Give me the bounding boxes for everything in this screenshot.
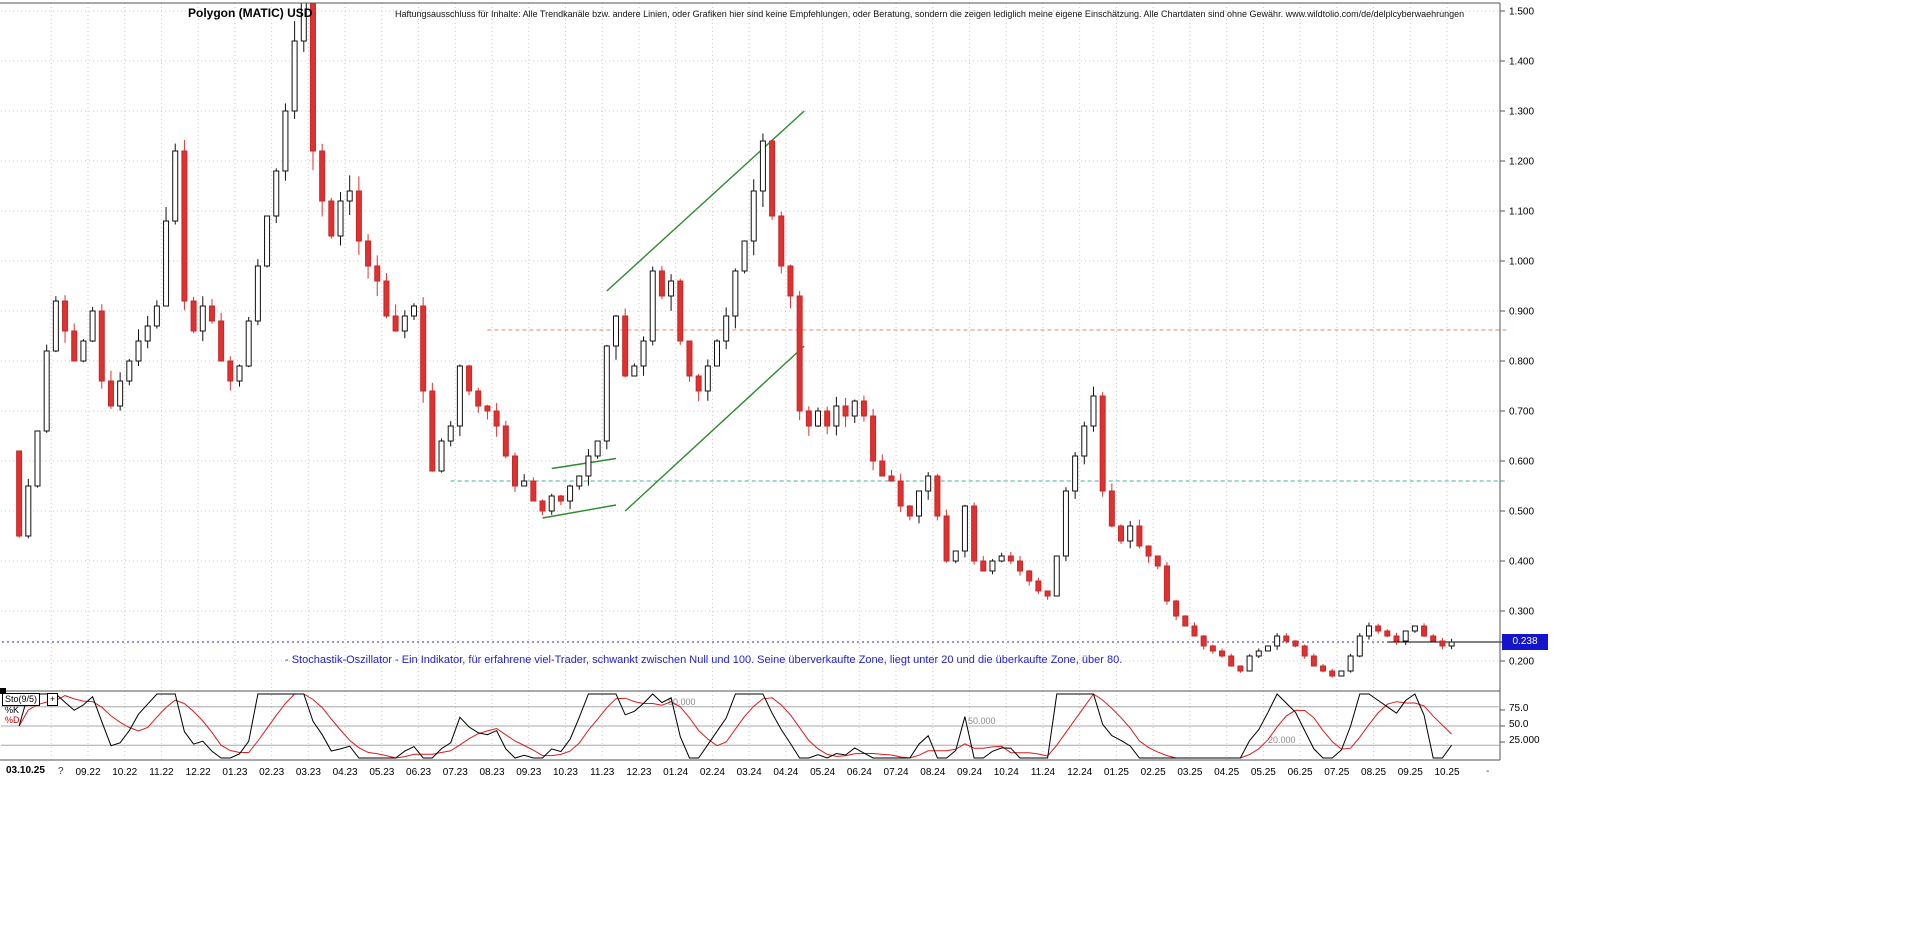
price-tick-label: 0.500 bbox=[1509, 507, 1534, 518]
x-tick-label: 10.22 bbox=[112, 767, 137, 778]
x-tick-label: 09.25 bbox=[1398, 767, 1423, 778]
x-tick-label: 03.24 bbox=[737, 767, 762, 778]
indicator-label[interactable]: Sto(9/5) bbox=[2, 693, 41, 706]
x-tick-label: 07.23 bbox=[443, 767, 468, 778]
x-tick-label: 01.23 bbox=[222, 767, 247, 778]
price-tick-label: 0.400 bbox=[1509, 557, 1534, 568]
current-date-label: 03.10.25 bbox=[6, 765, 45, 776]
x-tick-label: 10.25 bbox=[1434, 767, 1459, 778]
x-tick-label: 10.24 bbox=[994, 767, 1019, 778]
x-tick-label: 09.23 bbox=[516, 767, 541, 778]
x-tick-label: 07.25 bbox=[1324, 767, 1349, 778]
stochastic-tick-label: 50.0 bbox=[1509, 719, 1529, 730]
x-tick-label: 08.24 bbox=[920, 767, 945, 778]
price-tick-label: 0.600 bbox=[1509, 457, 1534, 468]
x-tick-label: 11.23 bbox=[590, 767, 615, 778]
x-tick-label: 07.24 bbox=[884, 767, 909, 778]
price-tick-label: 0.900 bbox=[1509, 307, 1534, 318]
x-tick-label: 01.24 bbox=[663, 767, 688, 778]
x-tick-label: 04.24 bbox=[773, 767, 798, 778]
price-tick-label: 0.300 bbox=[1509, 607, 1534, 618]
price-tick-label: 1.400 bbox=[1509, 57, 1534, 68]
x-axis: 09.22 10.22 11.22 12.22 01.23 02.23 03.23 04.23… bbox=[75, 767, 1459, 778]
x-tick-label: 09.22 bbox=[75, 767, 100, 778]
stochastic-level-label: 50.000 bbox=[968, 716, 996, 726]
disclaimer-text: Haftungsausschluss für Inhalte: Alle Tre… bbox=[395, 9, 1465, 19]
x-tick-label: 10.23 bbox=[553, 767, 578, 778]
stochastic-level-label: 80.000 bbox=[668, 697, 696, 707]
x-tick-label: 11.22 bbox=[149, 767, 174, 778]
x-tick-label: 06.24 bbox=[847, 767, 872, 778]
price-axis: 1.500 1.400 1.300 1.200 1.100 1.000 0.900 0.800… bbox=[1500, 7, 1534, 668]
x-tick-label: 12.23 bbox=[626, 767, 651, 778]
price-tick-label: 1.000 bbox=[1509, 257, 1534, 268]
indicator-add-icon[interactable]: + bbox=[47, 693, 58, 706]
current-price-tag: 0.238 bbox=[1502, 634, 1548, 650]
x-tick-label: 02.24 bbox=[700, 767, 725, 778]
x-tick-label: 06.23 bbox=[406, 767, 431, 778]
x-tick-label: 12.24 bbox=[1067, 767, 1092, 778]
x-tick-label: 08.23 bbox=[480, 767, 505, 778]
x-tick-label: 02.25 bbox=[1141, 767, 1166, 778]
price-tick-label: 0.200 bbox=[1509, 657, 1534, 668]
x-tick-label: 09.24 bbox=[957, 767, 982, 778]
chart-frame bbox=[0, 2, 1501, 761]
chart-title: Polygon (MATIC) USD bbox=[188, 6, 313, 20]
x-tick-label: 01.25 bbox=[1104, 767, 1129, 778]
price-tick-label: 0.700 bbox=[1509, 407, 1534, 418]
stochastic-tick-label: 25.000 bbox=[1509, 735, 1540, 746]
stochastic-annotation: - Stochastik-Oszillator - Ein Indikator,… bbox=[285, 654, 1123, 666]
x-tick-label: 05.23 bbox=[369, 767, 394, 778]
price-tick-label: 1.100 bbox=[1509, 207, 1534, 218]
x-tick-label: 11.24 bbox=[1031, 767, 1056, 778]
axis-end-dash: - bbox=[1486, 766, 1490, 777]
x-tick-label: 05.25 bbox=[1251, 767, 1276, 778]
unknown-tick-label: ? bbox=[58, 766, 64, 777]
price-tick-label: 1.500 bbox=[1509, 7, 1534, 18]
stochastic-level-label: 20.000 bbox=[1268, 735, 1296, 745]
x-tick-label: 02.23 bbox=[259, 767, 284, 778]
k-series-label: %K bbox=[5, 705, 20, 715]
stochastic-tick-label: 75.0 bbox=[1509, 703, 1529, 714]
d-series-label: %D bbox=[5, 715, 20, 725]
price-tick-label: 0.800 bbox=[1509, 357, 1534, 368]
panel-resize-handle[interactable] bbox=[0, 688, 6, 694]
x-tick-label: 04.25 bbox=[1214, 767, 1239, 778]
x-tick-label: 12.22 bbox=[186, 767, 211, 778]
stochastic-panel: 80.000 50.000 20.000 75.0 50.0 25.000 bbox=[1, 697, 1540, 746]
price-tick-label: 1.200 bbox=[1509, 157, 1534, 168]
price-tick-label: 1.300 bbox=[1509, 107, 1534, 118]
x-tick-label: 05.24 bbox=[810, 767, 835, 778]
x-tick-label: 03.25 bbox=[1177, 767, 1202, 778]
x-tick-label: 06.25 bbox=[1288, 767, 1313, 778]
x-tick-label: 04.23 bbox=[333, 767, 358, 778]
candles-series bbox=[16, 3, 1455, 678]
x-tick-label: 03.23 bbox=[296, 767, 321, 778]
x-tick-label: 08.25 bbox=[1361, 767, 1386, 778]
stochastic-k-line bbox=[18, 693, 1453, 759]
